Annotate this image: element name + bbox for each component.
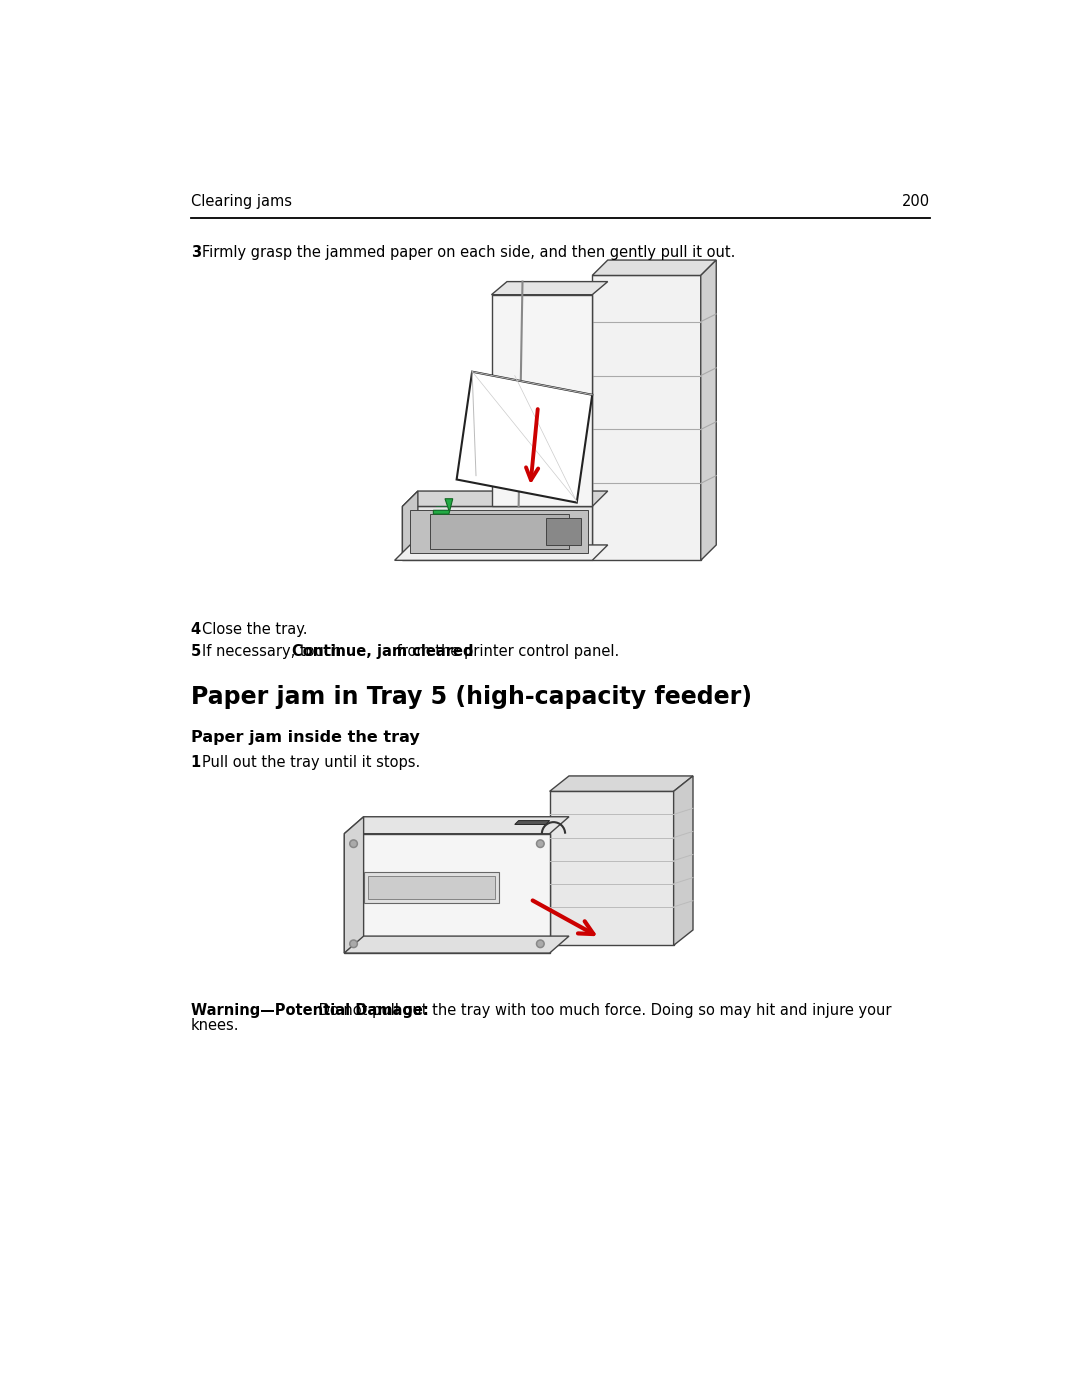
Polygon shape (701, 260, 716, 560)
Polygon shape (515, 820, 550, 824)
Polygon shape (394, 545, 608, 560)
Text: Pull out the tray until it stops.: Pull out the tray until it stops. (202, 756, 420, 770)
Polygon shape (364, 872, 499, 902)
Circle shape (537, 840, 544, 848)
Text: Paper jam in Tray 5 (high-capacity feeder): Paper jam in Tray 5 (high-capacity feede… (191, 685, 752, 710)
Polygon shape (550, 791, 674, 946)
Text: Clearing jams: Clearing jams (191, 194, 292, 210)
Circle shape (350, 940, 357, 947)
Circle shape (538, 942, 542, 946)
Polygon shape (491, 295, 592, 507)
Text: Do not pull out the tray with too much force. Doing so may hit and injure your: Do not pull out the tray with too much f… (314, 1003, 891, 1018)
Polygon shape (515, 490, 538, 507)
Polygon shape (545, 518, 581, 545)
Circle shape (538, 841, 542, 847)
Circle shape (351, 942, 356, 946)
Polygon shape (457, 372, 592, 503)
Text: 1: 1 (191, 756, 201, 770)
Polygon shape (592, 260, 716, 275)
Circle shape (537, 940, 544, 947)
Text: knees.: knees. (191, 1018, 240, 1034)
Text: Paper jam inside the tray: Paper jam inside the tray (191, 729, 419, 745)
Text: Firmly grasp the jammed paper on each side, and then gently pull it out.: Firmly grasp the jammed paper on each si… (202, 244, 735, 260)
Polygon shape (345, 817, 364, 953)
Polygon shape (433, 499, 453, 514)
Text: Close the tray.: Close the tray. (202, 622, 307, 637)
Polygon shape (592, 275, 701, 560)
Polygon shape (345, 936, 569, 953)
Circle shape (350, 840, 357, 848)
Text: 200: 200 (902, 194, 930, 210)
Polygon shape (403, 507, 592, 560)
Polygon shape (345, 834, 550, 953)
Text: 5: 5 (191, 644, 201, 658)
Text: If necessary, touch: If necessary, touch (202, 644, 346, 658)
Text: Continue, jam cleared: Continue, jam cleared (293, 644, 474, 658)
Circle shape (351, 841, 356, 847)
Polygon shape (403, 490, 418, 560)
Polygon shape (674, 775, 693, 946)
Polygon shape (403, 490, 608, 507)
Text: 4: 4 (191, 622, 201, 637)
Polygon shape (345, 817, 569, 834)
Text: from the printer control panel.: from the printer control panel. (392, 644, 620, 658)
Text: Warning—Potential Damage:: Warning—Potential Damage: (191, 1003, 429, 1018)
Polygon shape (430, 514, 569, 549)
Polygon shape (367, 876, 496, 900)
Polygon shape (550, 775, 693, 791)
Polygon shape (410, 510, 589, 553)
Text: 3: 3 (191, 244, 201, 260)
Polygon shape (491, 282, 608, 295)
